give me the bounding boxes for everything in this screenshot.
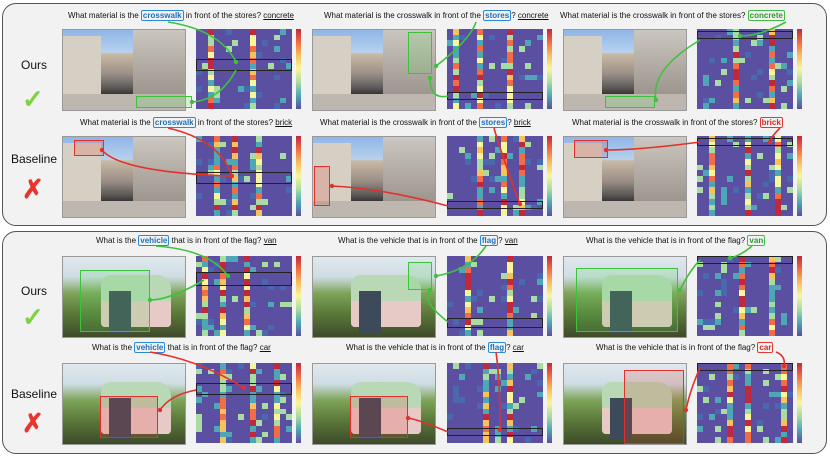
answer-text: concrete bbox=[517, 11, 549, 20]
attention-heatmap bbox=[196, 363, 293, 444]
question-text: What is the vehicle that is in front of … bbox=[586, 235, 766, 246]
question-text: What material is the crosswalk in front … bbox=[560, 10, 785, 21]
answer-token-highlight: van bbox=[747, 235, 766, 246]
bounding-box bbox=[80, 270, 150, 332]
answer-text: brick bbox=[275, 118, 293, 127]
heatmap-colorbar bbox=[547, 363, 552, 443]
heatmap-colorbar bbox=[547, 256, 552, 336]
cross-icon: ✗ bbox=[22, 408, 44, 438]
answer-text: concrete bbox=[263, 11, 294, 20]
answer-text: brick bbox=[513, 118, 531, 127]
answer-text: car bbox=[259, 343, 271, 352]
scene-photo bbox=[563, 256, 687, 338]
query-token-highlight: flag bbox=[479, 235, 499, 246]
heatmap-colorbar bbox=[296, 29, 301, 109]
highlighted-token-row bbox=[447, 201, 543, 209]
attention-heatmap bbox=[196, 256, 293, 337]
bounding-box bbox=[74, 140, 104, 156]
question-text: What is the vehicle that is in front of … bbox=[96, 235, 277, 246]
bounding-box bbox=[624, 370, 684, 444]
question-text: What is the vehicle that is in front of … bbox=[338, 235, 518, 246]
scene-photo bbox=[312, 136, 436, 218]
heatmap-colorbar bbox=[296, 256, 301, 336]
answer-token-highlight: concrete bbox=[747, 10, 785, 21]
question-text: What material is the crosswalk in front … bbox=[572, 117, 783, 128]
attention-heatmap bbox=[697, 29, 794, 110]
question-text: What is the vehicle that is in front of … bbox=[346, 342, 524, 353]
scene-photo bbox=[312, 29, 436, 111]
heatmap-colorbar bbox=[797, 256, 802, 336]
highlighted-token-row bbox=[697, 256, 793, 264]
heatmap-colorbar bbox=[296, 363, 301, 443]
heatmap-colorbar bbox=[797, 29, 802, 109]
question-text: What material is the crosswalk in front … bbox=[80, 117, 293, 128]
question-text: What material is the crosswalk in front … bbox=[320, 117, 531, 128]
attention-heatmap bbox=[697, 256, 794, 337]
bounding-box bbox=[100, 396, 158, 438]
heatmap-colorbar bbox=[296, 136, 301, 216]
heatmap-colorbar bbox=[797, 363, 802, 443]
bounding-box bbox=[408, 32, 432, 74]
scene-photo bbox=[563, 363, 687, 445]
query-token-highlight: vehicle bbox=[134, 342, 166, 353]
highlighted-token-row bbox=[196, 59, 292, 71]
cross-icon: ✗ bbox=[22, 174, 44, 204]
heatmap-colorbar bbox=[547, 136, 552, 216]
highlighted-token-row bbox=[697, 31, 793, 39]
query-token-highlight: vehicle bbox=[138, 235, 170, 246]
bounding-box bbox=[136, 96, 192, 108]
scene-photo bbox=[62, 29, 186, 111]
highlighted-token-row bbox=[196, 172, 292, 184]
answer-text: van bbox=[263, 236, 277, 245]
query-token-highlight: crosswalk bbox=[152, 117, 196, 128]
row-label-ours: Ours bbox=[20, 58, 47, 72]
check-icon: ✓ bbox=[22, 302, 44, 332]
highlighted-token-row bbox=[447, 92, 543, 100]
answer-text: car bbox=[512, 343, 524, 352]
bounding-box bbox=[314, 166, 330, 206]
heatmap-colorbar bbox=[797, 136, 802, 216]
bounding-box bbox=[605, 96, 655, 108]
question-text: What material is the crosswalk in front … bbox=[324, 10, 549, 21]
question-text: What material is the crosswalk in front … bbox=[68, 10, 294, 21]
scene-photo bbox=[312, 256, 436, 338]
attention-heatmap bbox=[697, 136, 794, 217]
answer-text: van bbox=[504, 236, 518, 245]
heatmap-colorbar bbox=[547, 29, 552, 109]
query-token-highlight: stores bbox=[483, 10, 512, 21]
highlighted-token-row bbox=[196, 383, 292, 395]
row-label-baseline: Baseline bbox=[10, 387, 58, 401]
check-icon: ✓ bbox=[22, 84, 44, 114]
query-token-highlight: crosswalk bbox=[140, 10, 184, 21]
highlighted-token-row bbox=[697, 363, 793, 371]
highlighted-token-row bbox=[447, 428, 543, 436]
bounding-box bbox=[408, 262, 432, 290]
row-label-baseline: Baseline bbox=[10, 152, 58, 166]
highlighted-token-row bbox=[697, 138, 793, 146]
bounding-box bbox=[576, 268, 678, 332]
row-label-ours: Ours bbox=[20, 284, 47, 298]
answer-token-highlight: car bbox=[757, 342, 774, 353]
question-text: What is the vehicle that is in front of … bbox=[596, 342, 774, 353]
question-text: What is the vehicle that is in front of … bbox=[92, 342, 271, 353]
bounding-box bbox=[350, 396, 408, 438]
attention-heatmap bbox=[447, 363, 544, 444]
query-token-highlight: stores bbox=[479, 117, 508, 128]
answer-token-highlight: brick bbox=[759, 117, 783, 128]
query-token-highlight: flag bbox=[487, 342, 507, 353]
attention-heatmap bbox=[697, 363, 794, 444]
highlighted-token-row bbox=[196, 272, 292, 286]
highlighted-token-row bbox=[447, 318, 543, 328]
bounding-box bbox=[574, 140, 608, 158]
